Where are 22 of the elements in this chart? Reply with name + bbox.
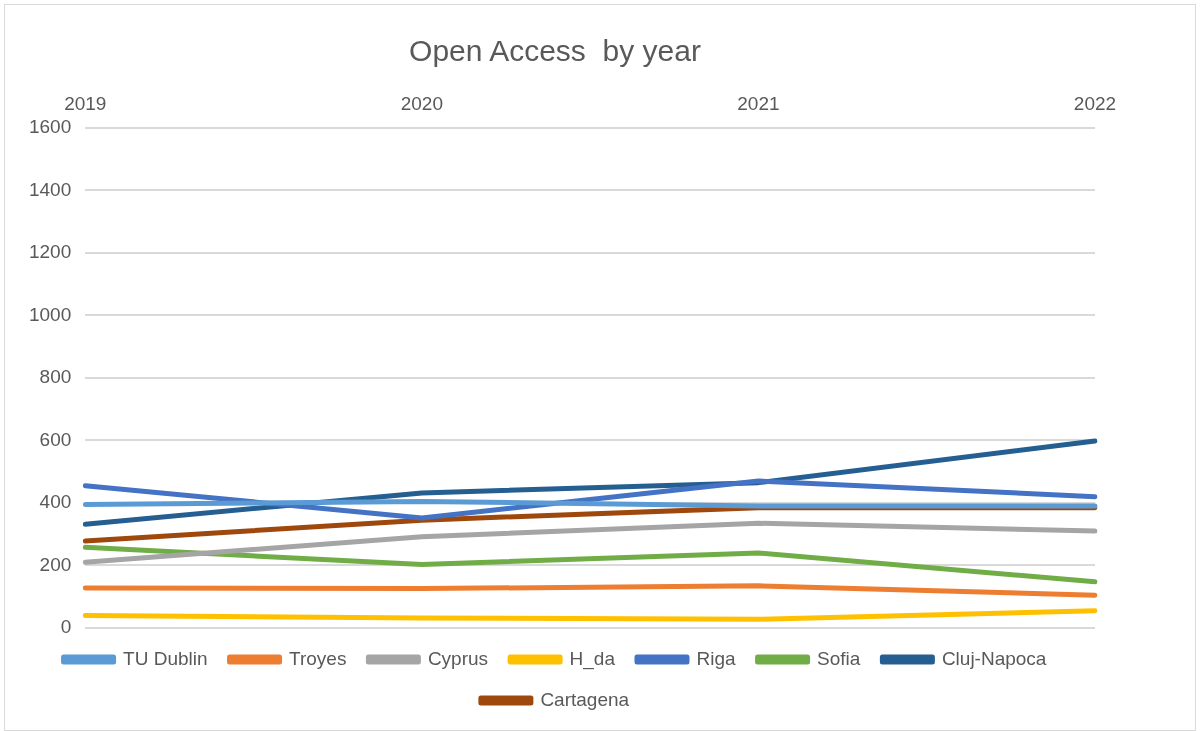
legend-label: Cluj-Napoca bbox=[941, 647, 1047, 669]
y-tick-label: 400 bbox=[39, 491, 72, 513]
legend-label: Cartagena bbox=[540, 688, 630, 710]
legend-label: Riga bbox=[696, 647, 737, 669]
legend-label: H_da bbox=[569, 647, 616, 670]
x-tick-label: 2020 bbox=[400, 92, 443, 114]
y-tick-label: 0 bbox=[60, 616, 72, 638]
legend-label: TU Dublin bbox=[123, 647, 208, 669]
y-tick-label: 1000 bbox=[28, 303, 72, 325]
y-tick-label: 200 bbox=[39, 553, 72, 575]
x-tick-label: 2022 bbox=[1073, 92, 1117, 114]
legend-label: Sofia bbox=[817, 647, 861, 669]
chart-title: Open Access by year bbox=[409, 34, 701, 68]
y-tick-label: 1600 bbox=[28, 116, 72, 138]
y-tick-label: 600 bbox=[39, 428, 72, 450]
x-tick-label: 2019 bbox=[64, 92, 107, 114]
legend-label: Troyes bbox=[289, 647, 347, 669]
y-tick-label: 800 bbox=[39, 366, 72, 388]
y-tick-label: 1400 bbox=[28, 178, 72, 200]
y-tick-label: 1200 bbox=[28, 241, 72, 263]
legend-label: Cyprus bbox=[427, 647, 489, 669]
x-tick-label: 2021 bbox=[737, 92, 780, 114]
